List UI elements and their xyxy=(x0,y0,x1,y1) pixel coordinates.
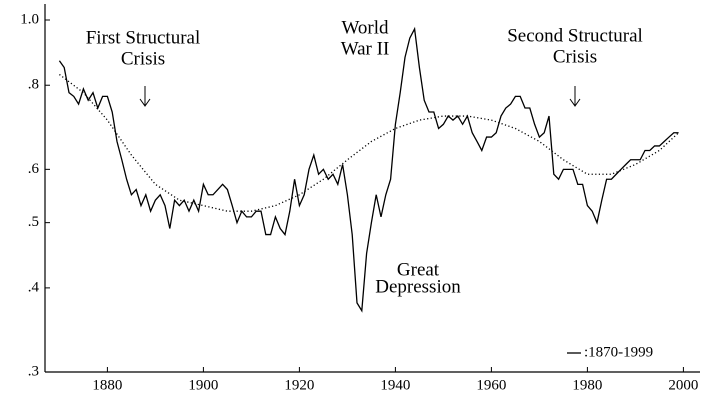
y-tick-label: 1.0 xyxy=(20,11,39,27)
x-tick-label: 1980 xyxy=(572,377,602,393)
y-tick-label: .3 xyxy=(28,363,39,379)
annotation: Crisis xyxy=(553,46,597,67)
annotation: Depression xyxy=(375,276,461,297)
data-line xyxy=(58,26,679,313)
arrow xyxy=(139,86,151,107)
annotation: World xyxy=(341,17,389,38)
x-tick-label: 1900 xyxy=(188,377,218,393)
arrow xyxy=(569,86,581,107)
annotation: Great xyxy=(397,259,440,280)
annotation: First Structural xyxy=(86,27,201,48)
y-tick-label: .8 xyxy=(28,77,39,93)
annotation: Crisis xyxy=(121,48,165,69)
x-tick-label: 1940 xyxy=(380,377,410,393)
annotation: Second Structural xyxy=(507,25,643,46)
x-tick-label: 2000 xyxy=(668,377,698,393)
y-tick-label: .5 xyxy=(28,214,39,230)
annotation: War II xyxy=(341,38,390,59)
trend-line xyxy=(59,73,680,212)
x-tick-label: 1880 xyxy=(92,377,122,393)
y-tick-label: .4 xyxy=(28,279,40,295)
x-tick-label: 1960 xyxy=(476,377,506,393)
x-tick-label: 1920 xyxy=(284,377,314,393)
legend-label: :1870-1999 xyxy=(584,344,653,360)
y-tick-label: .6 xyxy=(28,161,40,177)
